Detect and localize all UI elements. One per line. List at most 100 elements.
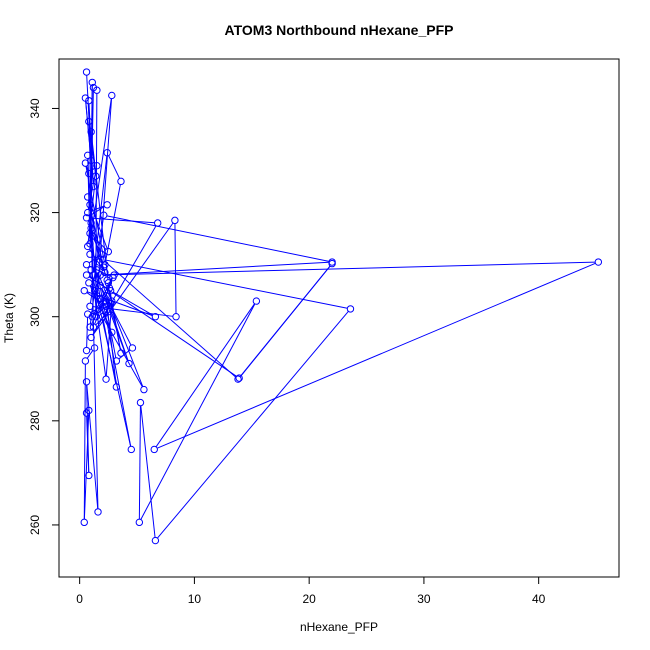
x-tick-label: 40 <box>532 592 546 606</box>
series-segment <box>86 384 99 509</box>
data-point <box>125 359 133 368</box>
series-segment <box>88 276 237 377</box>
data-point <box>85 279 93 287</box>
chart-title: ATOM3 Northbound nHexane_PFP <box>225 22 454 38</box>
y-tick-label: 260 <box>28 515 42 535</box>
data-point <box>112 383 121 391</box>
series-segment <box>102 299 109 303</box>
data-series <box>80 68 603 545</box>
data-point <box>89 182 98 191</box>
data-point <box>87 266 95 274</box>
data-point <box>106 299 115 308</box>
data-point <box>85 117 93 126</box>
data-point <box>153 219 162 227</box>
data-point <box>151 536 160 545</box>
data-point <box>103 201 111 209</box>
x-tick-label: 10 <box>188 592 202 606</box>
data-point <box>93 162 101 170</box>
series-segment <box>85 166 105 262</box>
series-segment <box>83 364 86 520</box>
data-point <box>140 385 148 394</box>
data-point <box>81 159 90 167</box>
data-point <box>104 279 113 287</box>
series-segment <box>88 124 96 174</box>
y-axis-label: Theta (K) <box>2 293 16 343</box>
series-segment <box>104 261 236 378</box>
data-point <box>150 445 158 454</box>
series-segment <box>106 298 129 361</box>
series-segment <box>240 265 331 376</box>
y-axis: 260 280 300 320 340 <box>28 98 60 535</box>
data-point <box>80 286 88 295</box>
data-point <box>104 247 113 256</box>
data-point <box>87 333 95 342</box>
data-point <box>87 224 95 232</box>
series-segment <box>103 319 143 388</box>
data-point <box>82 68 91 76</box>
series-segment <box>92 222 174 336</box>
series-segment <box>86 350 94 359</box>
data-point <box>98 312 107 321</box>
data-point <box>86 240 94 248</box>
data-point <box>117 349 125 357</box>
data-point <box>86 229 94 238</box>
series-segment <box>101 288 132 346</box>
data-point <box>108 91 116 100</box>
series-segment <box>140 303 256 520</box>
data-point <box>234 375 242 383</box>
data-point <box>85 406 93 415</box>
data-point <box>103 149 111 157</box>
data-point <box>108 328 116 337</box>
y-tick-label: 340 <box>28 98 42 118</box>
x-tick-label: 0 <box>76 592 83 606</box>
series-segment <box>89 217 155 224</box>
y-tick-label: 320 <box>28 202 42 222</box>
series-segment <box>105 184 121 262</box>
series-segment <box>89 207 98 293</box>
data-point <box>95 258 103 266</box>
series-segment <box>91 272 132 447</box>
data-point <box>83 242 92 251</box>
series-segment <box>90 167 95 172</box>
series-segment <box>138 405 141 520</box>
data-point <box>172 312 180 321</box>
data-point <box>85 471 93 480</box>
data-point <box>135 518 144 527</box>
series-segment <box>108 155 121 179</box>
data-point <box>82 378 91 386</box>
series-segment <box>157 311 349 539</box>
x-axis-label: nHexane_PFP <box>300 620 378 634</box>
series-segment <box>105 298 117 384</box>
data-point <box>82 346 91 355</box>
data-point <box>90 344 99 352</box>
data-point <box>93 266 101 274</box>
data-point <box>88 232 96 240</box>
data-point <box>100 263 108 271</box>
series-segment <box>105 259 348 309</box>
series-segment <box>92 225 157 336</box>
x-tick-label: 30 <box>417 592 431 606</box>
data-point <box>85 169 93 178</box>
data-point <box>110 271 118 279</box>
series-segment <box>89 98 112 241</box>
data-point <box>594 258 603 266</box>
series-segment <box>86 384 90 473</box>
data-point <box>86 323 94 331</box>
data-point <box>346 305 355 313</box>
data-point <box>81 357 90 365</box>
series-segment <box>85 166 89 171</box>
series-segment <box>86 317 89 348</box>
data-point <box>252 297 261 305</box>
data-point <box>82 260 91 269</box>
data-point <box>83 208 92 217</box>
series-segment <box>103 261 596 276</box>
data-point <box>96 281 105 290</box>
series-segment <box>89 124 91 129</box>
data-point <box>82 271 91 279</box>
data-point <box>93 86 101 94</box>
data-point <box>105 284 114 292</box>
data-point <box>100 211 108 219</box>
data-point <box>235 374 243 382</box>
